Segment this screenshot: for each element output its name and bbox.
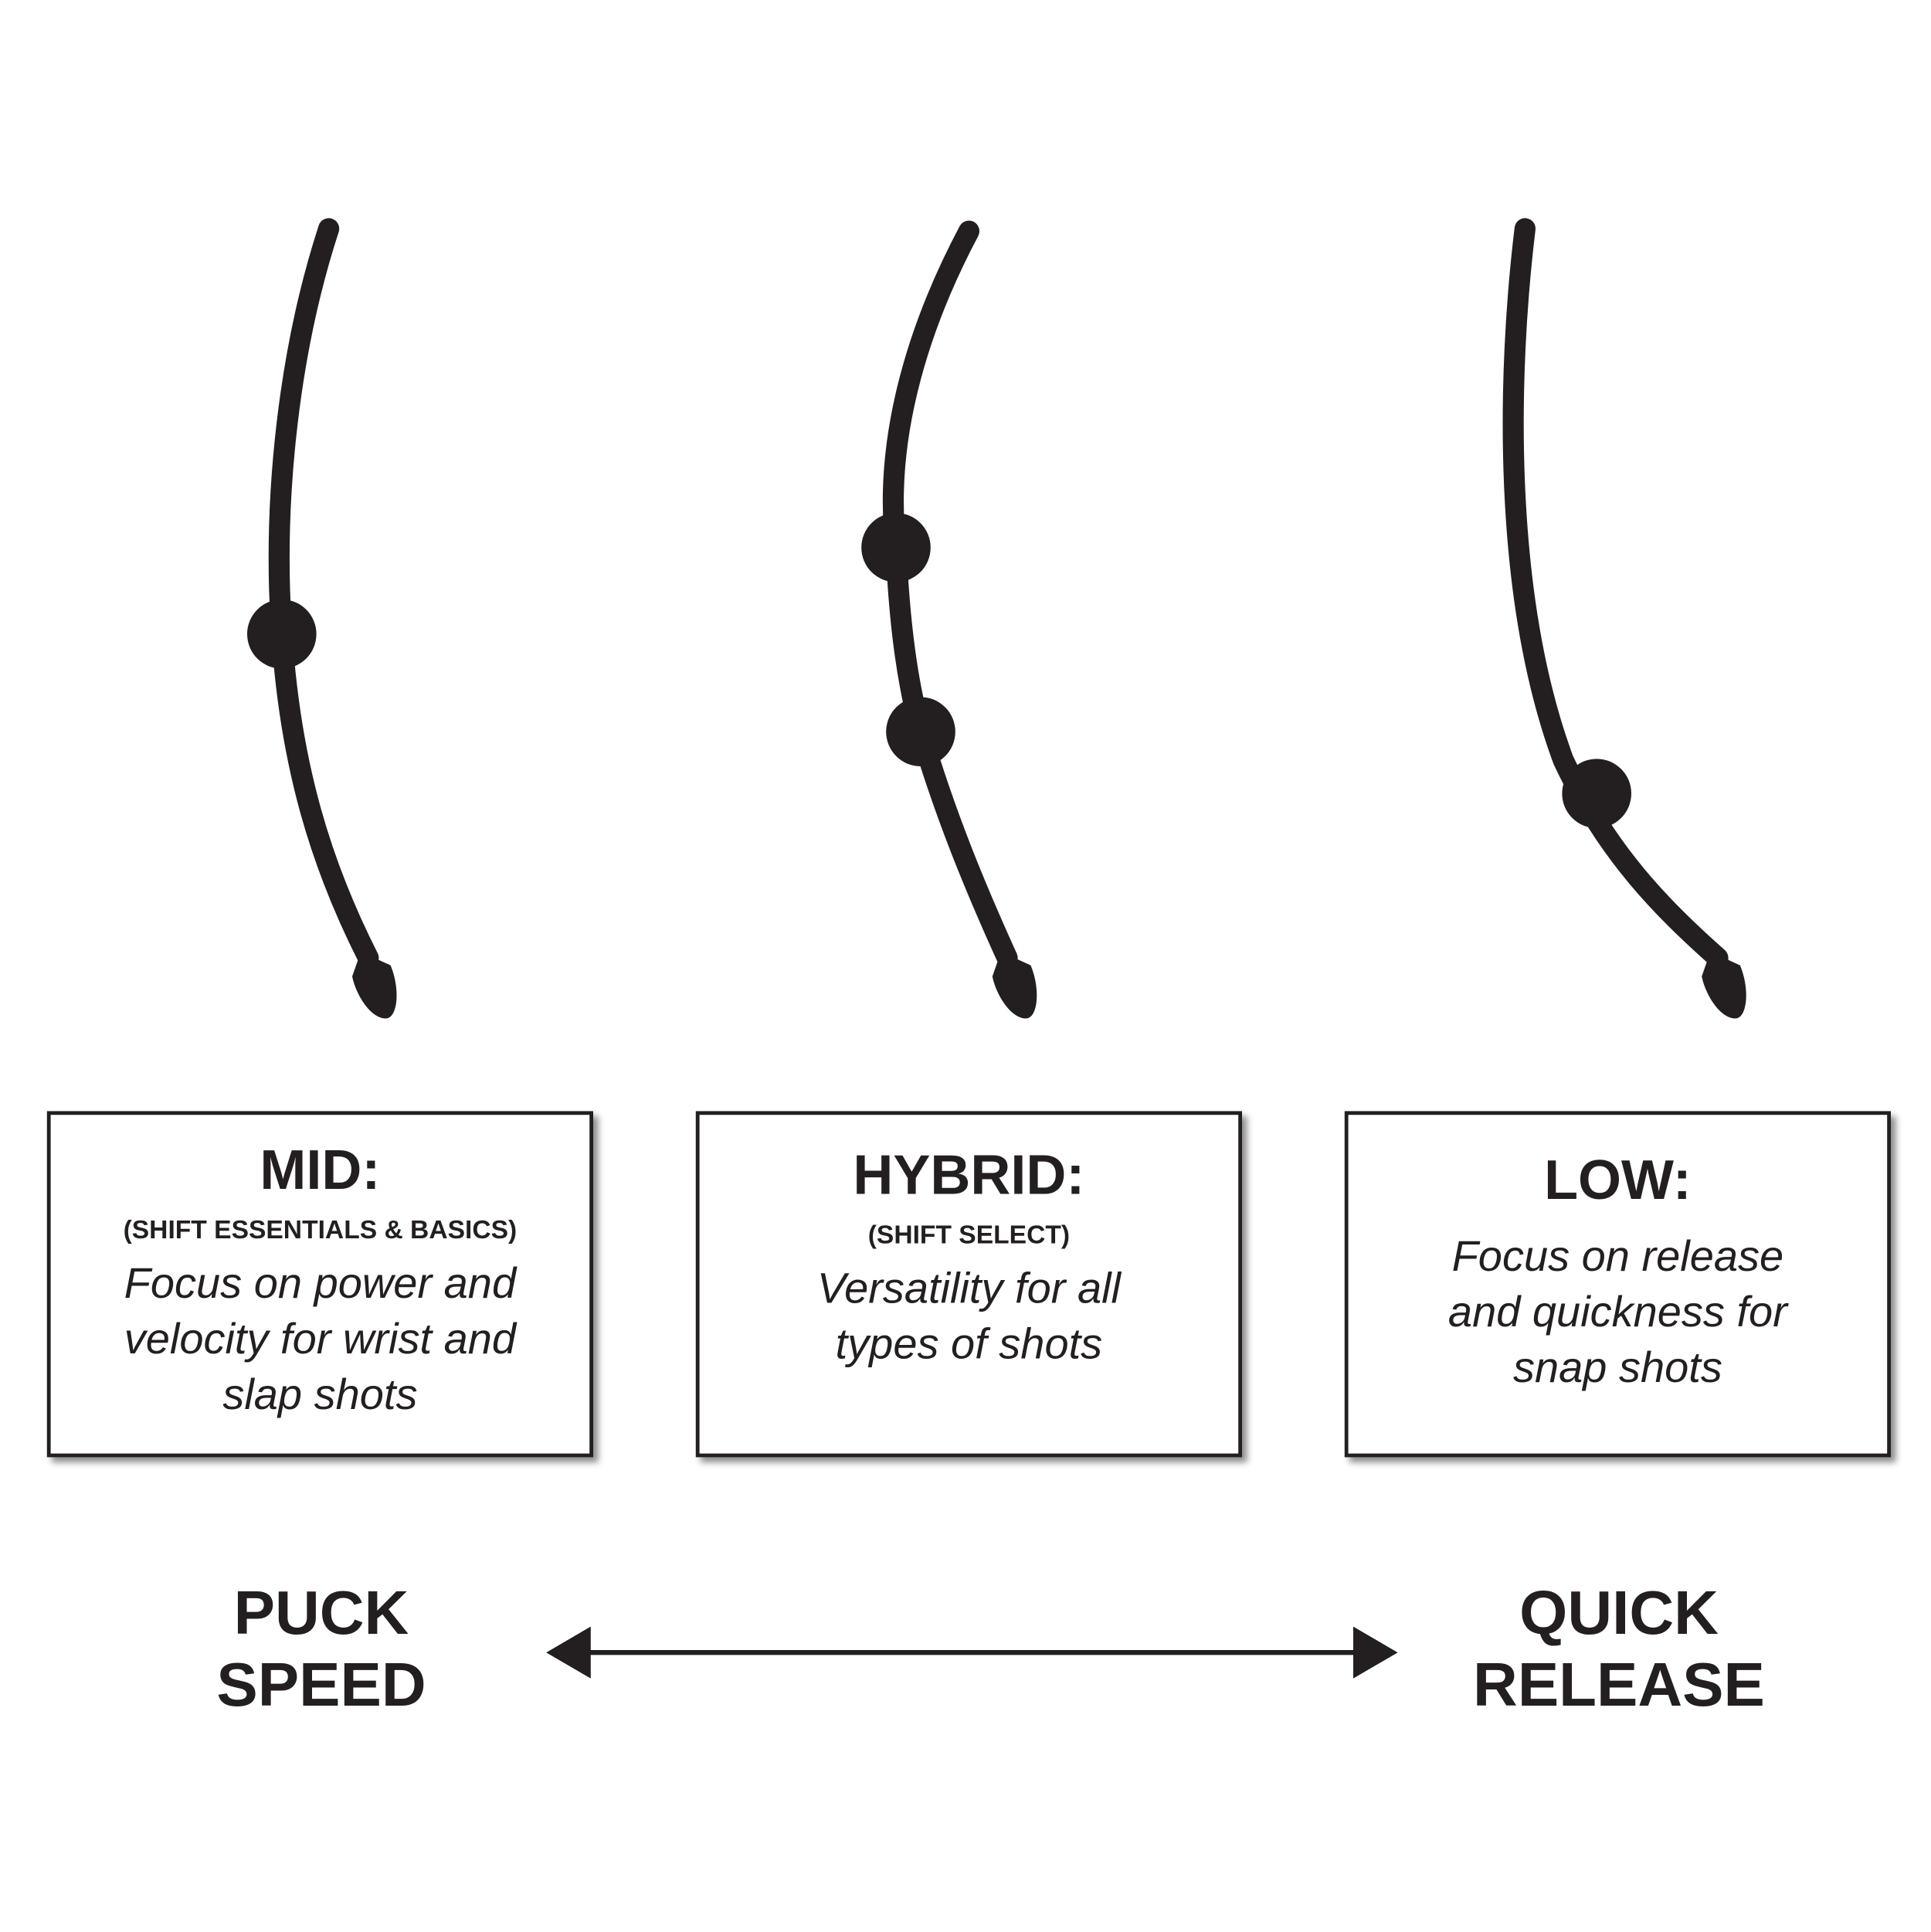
card-description: Versatility for all types of shots: [816, 1264, 1121, 1369]
card-subtitle: (SHIFT SELECT): [867, 1221, 1071, 1250]
hybrid-kick-point-upper: [861, 513, 931, 582]
arrow-right-head: [1353, 1626, 1398, 1679]
card-description: Focus on power and velocity for wrist an…: [124, 1259, 517, 1419]
quick-release-label: QUICK RELEASE: [1473, 1578, 1765, 1720]
card-title: MID:: [260, 1138, 381, 1202]
low-kick-point: [1562, 759, 1631, 828]
mid-kick-point: [247, 599, 317, 669]
low-flex-stick-shaft: [1502, 218, 1729, 969]
hybrid-flex-card: HYBRID: (SHIFT SELECT) Versatility for a…: [695, 1111, 1242, 1458]
low-stick-blade: [1702, 952, 1746, 1019]
mid-flex-stick-shaft: [268, 218, 379, 969]
hybrid-flex-stick-shaft: [882, 220, 1018, 969]
hybrid-kick-point-lower: [886, 697, 955, 766]
hybrid-stick-blade: [992, 952, 1037, 1019]
mid-stick-blade: [352, 952, 397, 1019]
card-description: Focus on release and quickness for snap …: [1447, 1232, 1787, 1392]
card-title: HYBRID:: [853, 1143, 1085, 1207]
card-subtitle: (SHIFT ESSENTIALS & BASICS): [123, 1216, 518, 1245]
arrow-left-head: [546, 1626, 591, 1679]
card-title: LOW:: [1544, 1148, 1692, 1211]
mid-flex-card: MID: (SHIFT ESSENTIALS & BASICS) Focus o…: [46, 1111, 594, 1458]
low-flex-card: LOW: Focus on release and quickness for …: [1344, 1111, 1891, 1458]
puck-speed-label: PUCK SPEED: [216, 1578, 426, 1720]
